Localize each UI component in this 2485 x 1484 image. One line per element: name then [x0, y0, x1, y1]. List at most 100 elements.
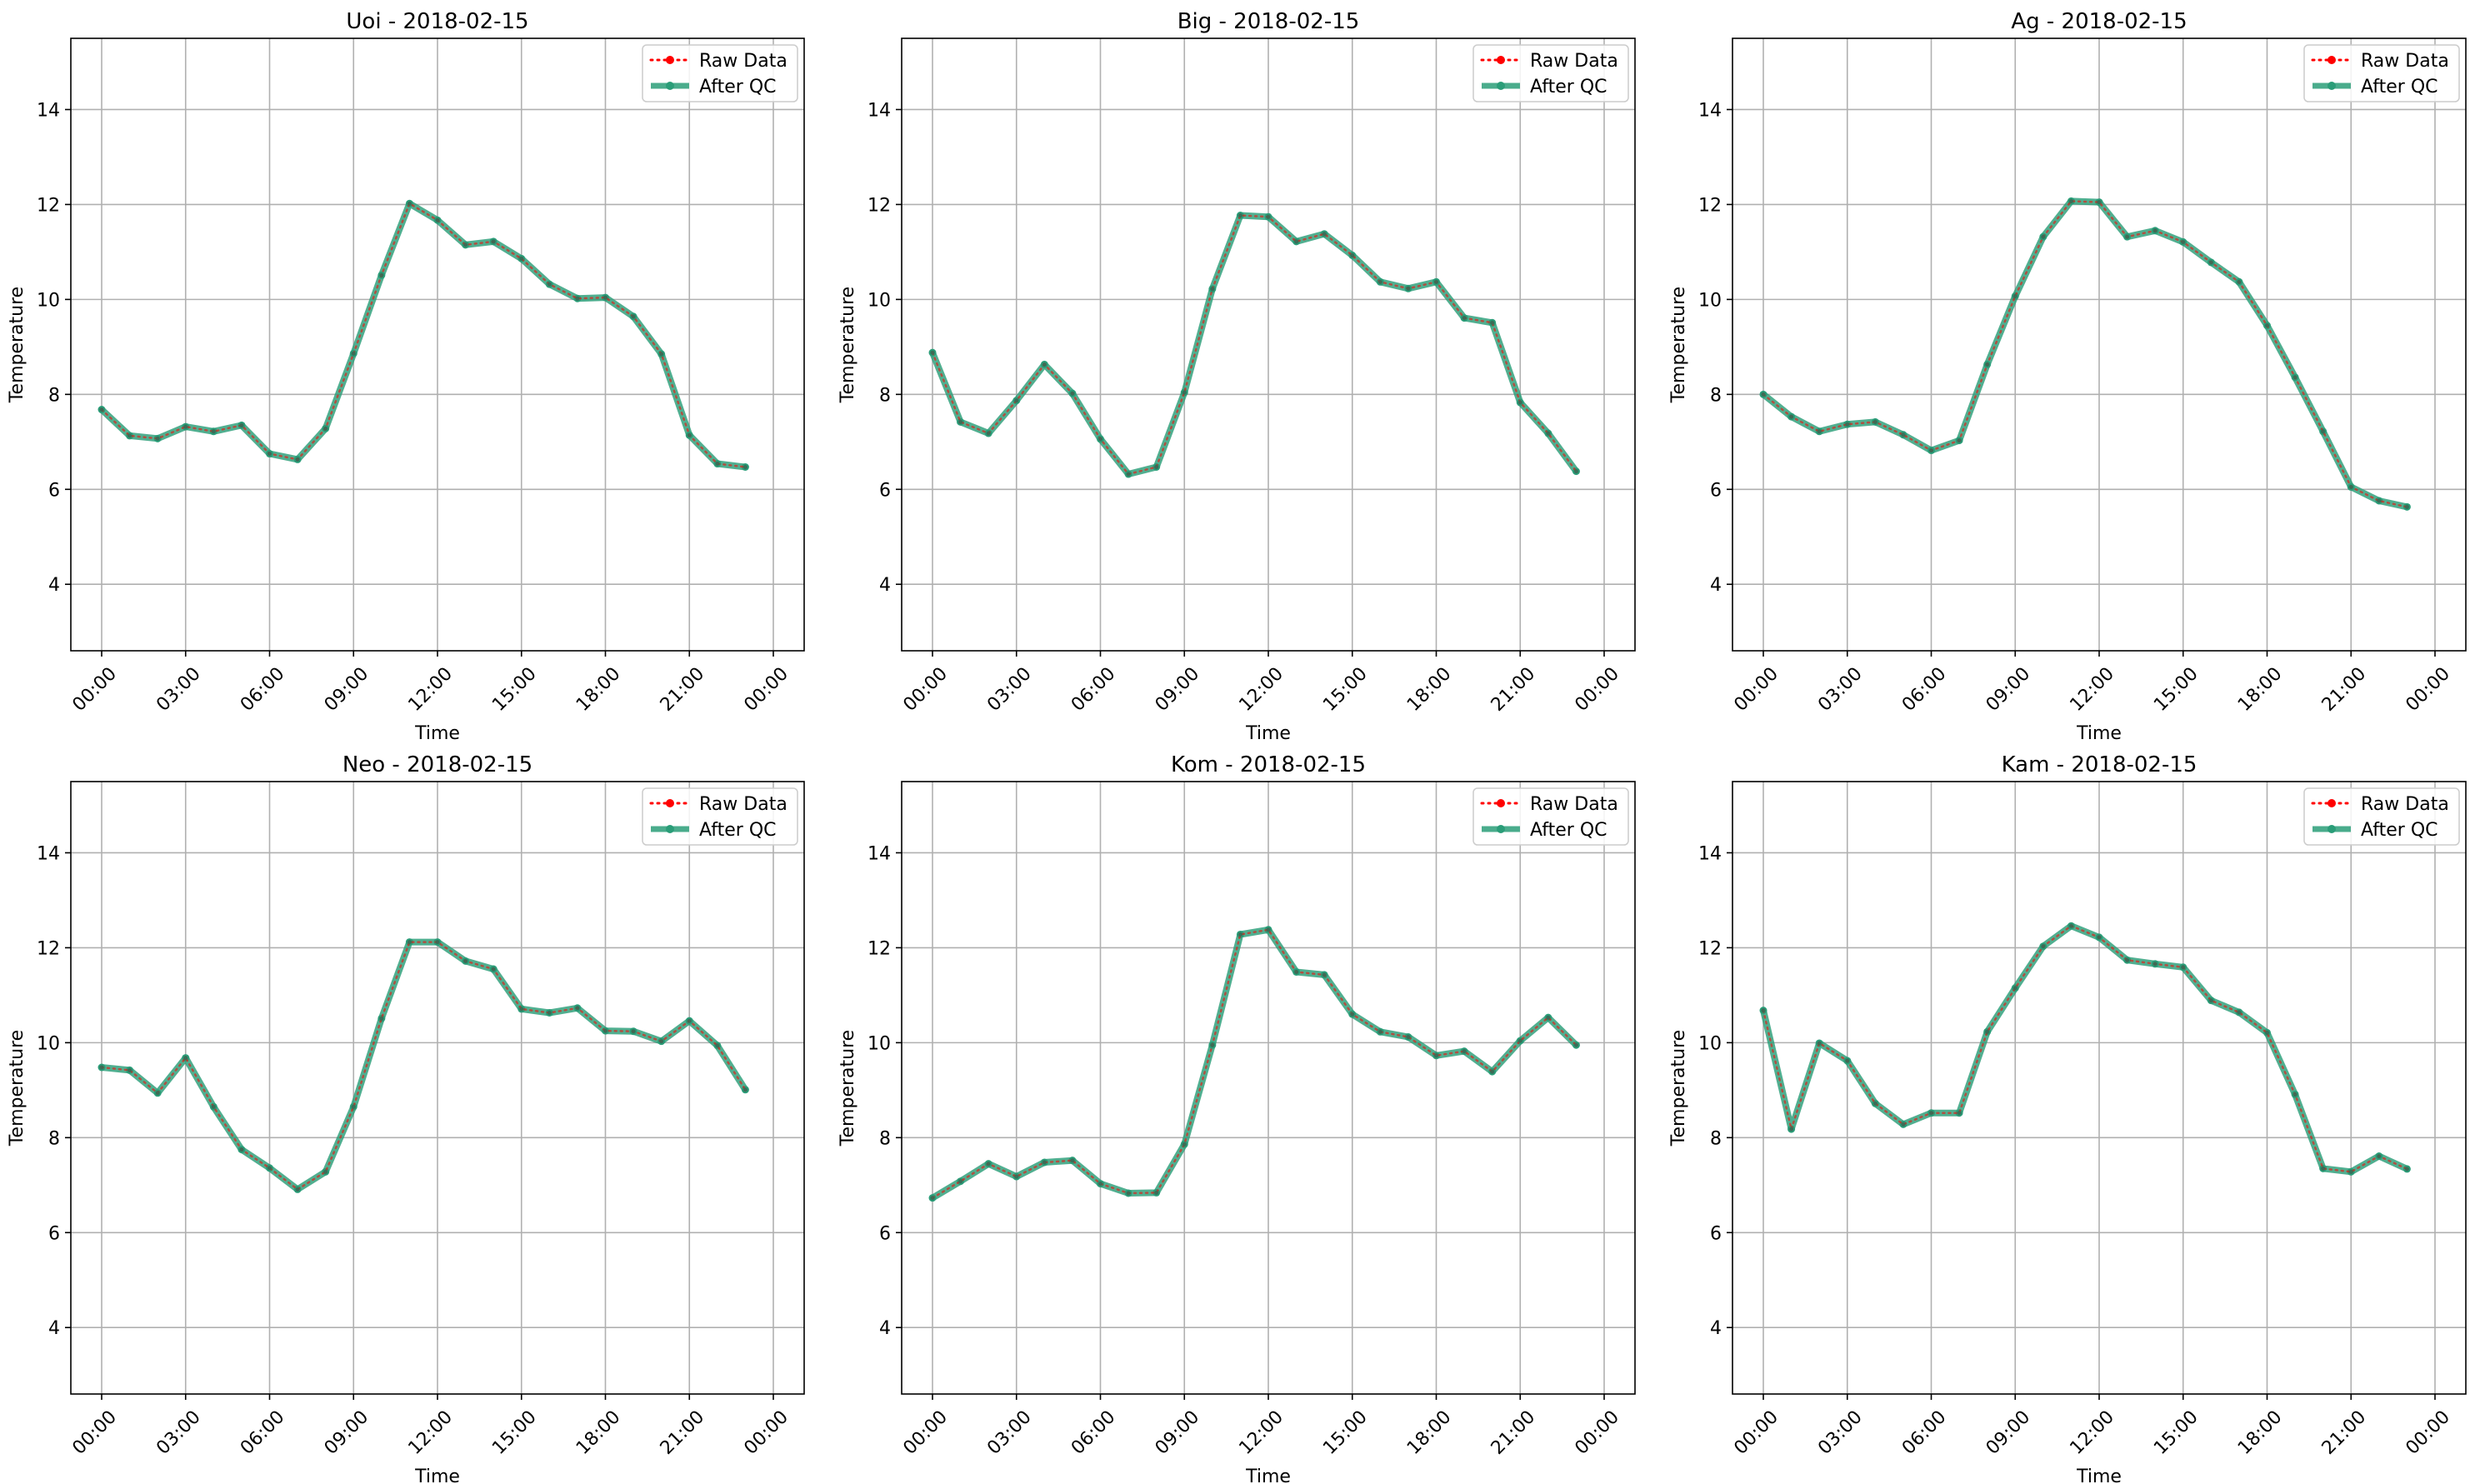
y-tick-label: 12 — [1698, 195, 1722, 216]
raw-data-point — [99, 1065, 104, 1070]
raw-data-point — [1182, 390, 1187, 395]
y-tick-label: 10 — [868, 290, 891, 311]
raw-data-point — [1406, 286, 1411, 291]
raw-data-point — [239, 1147, 244, 1152]
x-tick-label: 00:00 — [68, 663, 121, 716]
raw-data-point — [127, 1067, 132, 1073]
y-tick-label: 10 — [37, 1033, 60, 1054]
x-tick-label: 06:00 — [1068, 663, 1120, 716]
y-tick-label: 10 — [1698, 290, 1722, 311]
raw-data-line — [931, 928, 1578, 1199]
x-tick-label: 06:00 — [1068, 1407, 1120, 1459]
raw-data-point — [2348, 484, 2353, 490]
raw-data-point — [462, 958, 468, 963]
x-tick-label: 03:00 — [1814, 1407, 1867, 1459]
raw-data-point — [2292, 1092, 2298, 1097]
y-tick-label: 6 — [879, 480, 891, 501]
x-tick-label: 12:00 — [2066, 663, 2118, 716]
legend-raw-marker — [2328, 56, 2336, 64]
x-tick-label: 00:00 — [899, 663, 952, 716]
raw-data-line — [1762, 200, 2408, 508]
raw-data-point — [2264, 1030, 2270, 1036]
subplot-2: 4 6 8 10 12 14 00:00 03:00 06:00 09:00 12:00 15:00 1… — [838, 9, 1636, 744]
raw-data-point — [2237, 1010, 2242, 1015]
raw-data-line — [1762, 924, 2408, 1173]
y-tick-label: 6 — [1710, 1223, 1722, 1244]
legend: Raw Data After QC — [642, 44, 798, 102]
raw-data-point — [1490, 320, 1495, 325]
raw-data-point — [1293, 239, 1299, 244]
x-tick-label: 15:00 — [1319, 1407, 1372, 1459]
raw-data-point — [127, 433, 132, 438]
raw-data-point — [1788, 1127, 1794, 1132]
raw-data-point — [211, 1104, 216, 1109]
legend: Raw Data After QC — [2303, 44, 2460, 102]
after-qc-line — [101, 938, 748, 1193]
x-tick-label: 03:00 — [152, 663, 205, 716]
raw-data-point — [2068, 923, 2074, 928]
raw-data-point — [491, 239, 496, 244]
y-tick-label: 12 — [1698, 938, 1722, 959]
raw-data-point — [1957, 437, 1962, 443]
raw-data-point — [2208, 998, 2213, 1003]
raw-data-point — [2181, 965, 2186, 970]
raw-data-point — [2124, 234, 2130, 239]
y-tick-label: 10 — [37, 290, 60, 311]
y-tick-label: 8 — [879, 385, 891, 406]
raw-data-point — [1126, 1191, 1131, 1196]
raw-data-point — [715, 1043, 720, 1048]
y-axis-label: Temperature — [7, 287, 28, 403]
subplot-4: 4 6 8 10 12 14 00:00 03:00 06:00 09:00 12:00 15:00 1… — [7, 752, 805, 1484]
legend-raw-marker — [666, 799, 674, 807]
raw-data-point — [659, 1039, 664, 1044]
x-tick-label: 09:00 — [1982, 663, 2035, 716]
legend-raw-label: Raw Data — [2361, 794, 2449, 815]
legend-raw-marker — [2328, 799, 2336, 807]
y-tick-label: 4 — [879, 1318, 891, 1339]
x-axis-label: Time — [414, 723, 460, 744]
y-tick-label: 12 — [868, 938, 891, 959]
raw-data-point — [687, 432, 692, 437]
y-tick-label: 10 — [868, 1033, 891, 1054]
raw-data-point — [1182, 1142, 1187, 1147]
raw-data-line — [100, 941, 747, 1191]
y-tick-label: 8 — [48, 385, 60, 406]
raw-data-point — [1154, 464, 1159, 470]
raw-data-point — [575, 1006, 580, 1011]
raw-data-point — [1957, 1111, 1962, 1116]
raw-data-point — [1126, 472, 1131, 477]
legend-raw-label: Raw Data — [2361, 51, 2449, 72]
x-tick-label: 00:00 — [1730, 663, 1782, 716]
legend-qc-label: After QC — [699, 77, 777, 97]
raw-data-point — [1266, 214, 1271, 219]
raw-data-point — [379, 1016, 384, 1021]
x-tick-label: 18:00 — [572, 663, 625, 716]
subplot-3: 4 6 8 10 12 14 00:00 03:00 06:00 09:00 12:00 15:00 1… — [1668, 9, 2467, 744]
raw-data-point — [435, 939, 440, 945]
y-tick-label: 4 — [1710, 1318, 1722, 1339]
raw-data-point — [1518, 400, 1522, 405]
x-tick-label: 12:00 — [404, 663, 457, 716]
y-tick-label: 4 — [48, 1318, 60, 1339]
raw-data-point — [1238, 212, 1243, 218]
x-tick-label: 09:00 — [1982, 1407, 2035, 1459]
x-tick-label: 00:00 — [1730, 1407, 1782, 1459]
raw-data-point — [1817, 1041, 1822, 1046]
raw-data-point — [602, 1028, 608, 1033]
x-tick-label: 00:00 — [2402, 663, 2454, 716]
y-axis-label: Temperature — [7, 1030, 28, 1147]
raw-data-point — [1014, 1174, 1019, 1179]
subplot-title: Neo - 2018-02-15 — [342, 752, 532, 777]
raw-data-point — [1573, 469, 1579, 474]
raw-data-point — [2041, 944, 2046, 949]
raw-data-point — [1872, 419, 1878, 424]
raw-data-point — [2012, 293, 2018, 298]
x-tick-label: 00:00 — [68, 1407, 121, 1459]
x-tick-label: 18:00 — [2234, 663, 2287, 716]
raw-data-point — [1406, 1034, 1411, 1040]
raw-data-point — [742, 464, 748, 470]
raw-data-point — [323, 426, 328, 431]
raw-data-point — [435, 217, 440, 222]
raw-data-point — [1378, 279, 1382, 284]
